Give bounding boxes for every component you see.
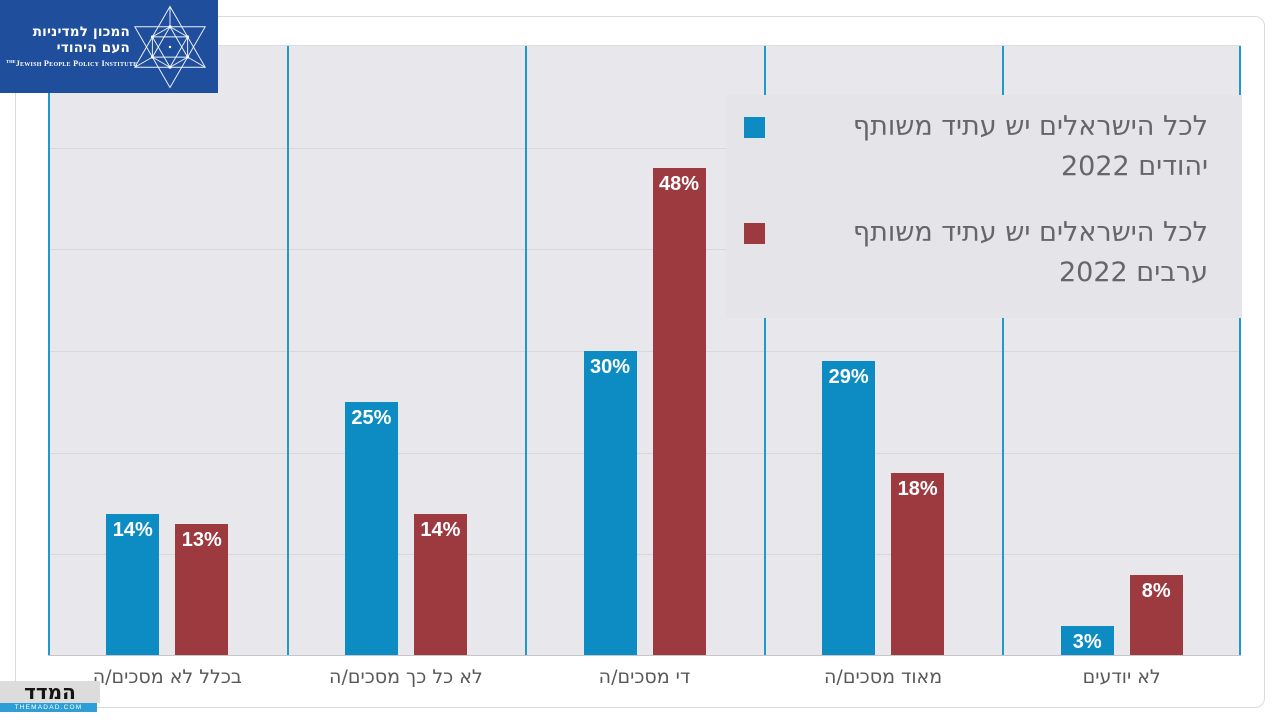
jppi-english-title: Jewish People Policy Institute [15, 59, 138, 68]
x-axis-labels: בכלל לא מסכים/ה לא כל כך מסכים/ה די מסכים/… [48, 666, 1241, 696]
legend-entry-arabs: לכל הישראלים יש עתיד משותף ערבים 2022 [744, 213, 1208, 293]
bar-arabs [175, 523, 229, 656]
legend-arabs-line1: לכל הישראלים יש עתיד משותף [852, 217, 1208, 248]
chart-legend: לכל הישראלים יש עתיד משותף יהודים 2022 ל… [726, 95, 1242, 318]
bar-jews [822, 361, 876, 656]
category-separator-line [764, 46, 766, 655]
legend-entry-arabs-label: לכל הישראלים יש עתיד משותף ערבים 2022 [781, 213, 1208, 293]
bar-arabs [652, 168, 706, 656]
gridline [48, 554, 1241, 556]
category-separator-line [1239, 46, 1241, 655]
bar-jews [106, 513, 160, 656]
bar-jews [1060, 625, 1114, 656]
bar-arabs [413, 513, 467, 656]
bar-value-label: 13% [181, 528, 222, 551]
jppi-logo-text: המכון למדיניות העם היהודי THEJewish Peop… [6, 24, 137, 68]
gridline [48, 249, 1241, 251]
x-axis-label: לא כל כך מסכים/ה [329, 666, 483, 688]
chart-plot-area: 14% 13% 25% 14% 30% 48% 29% 18% 3% 8% [48, 45, 1241, 656]
legend-arabs-line2: ערבים 2022 [1058, 257, 1208, 288]
slide-border [15, 16, 1265, 708]
legend-jews-line1: לכל הישראלים יש עתיד משותף [852, 111, 1208, 142]
hamadad-logo-site: THEMADAD.COM [0, 703, 97, 712]
x-axis-label: לא יודעים [1082, 666, 1161, 688]
gridline [48, 147, 1241, 149]
star-of-david-emblem-icon [133, 5, 207, 89]
bar-value-label: 29% [828, 366, 869, 389]
legend-marker-red [744, 223, 765, 244]
x-axis-label: בכלל לא מסכים/ה [92, 666, 242, 688]
jppi-english-prefix: THE [6, 59, 16, 64]
bar-value-label: 30% [589, 356, 631, 378]
bar-jews [583, 351, 637, 656]
bar-arabs [1129, 574, 1183, 656]
bar-arabs [891, 473, 945, 656]
bar-value-label: 18% [897, 478, 938, 500]
bar-value-label: 3% [1072, 630, 1102, 653]
bar-value-label: 14% [112, 518, 153, 541]
hamadad-logo-title: המדד [0, 681, 100, 703]
x-axis-label: די מסכים/ה [598, 666, 691, 688]
jppi-english-name: THEJewish People Policy Institute [6, 59, 137, 68]
bar-value-label: 25% [351, 406, 392, 429]
jppi-logo: המכון למדיניות העם היהודי THEJewish Peop… [0, 0, 218, 93]
category-separator-line [48, 46, 50, 655]
legend-entry-jews-label: לכל הישראלים יש עתיד משותף יהודים 2022 [781, 107, 1208, 187]
x-axis-label: מאוד מסכים/ה [824, 666, 943, 688]
category-separator-line [525, 46, 527, 655]
gridline [48, 452, 1241, 454]
jppi-hebrew-name: המכון למדיניות העם היהודי [32, 24, 130, 56]
hamadad-logo: המדד THEMADAD.COM [0, 681, 100, 712]
legend-marker-blue [744, 117, 765, 138]
category-separator-line [287, 46, 289, 655]
x-axis-line [48, 655, 1241, 656]
bar-value-label: 48% [658, 173, 700, 195]
bar-value-label: 8% [1141, 579, 1171, 602]
bar-value-label: 14% [420, 518, 461, 541]
legend-jews-line2: יהודים 2022 [1060, 151, 1208, 182]
gridline [48, 351, 1241, 352]
category-separator-line [1002, 46, 1004, 655]
bar-jews [344, 401, 398, 656]
legend-entry-jews: לכל הישראלים יש עתיד משותף יהודים 2022 [744, 107, 1208, 187]
